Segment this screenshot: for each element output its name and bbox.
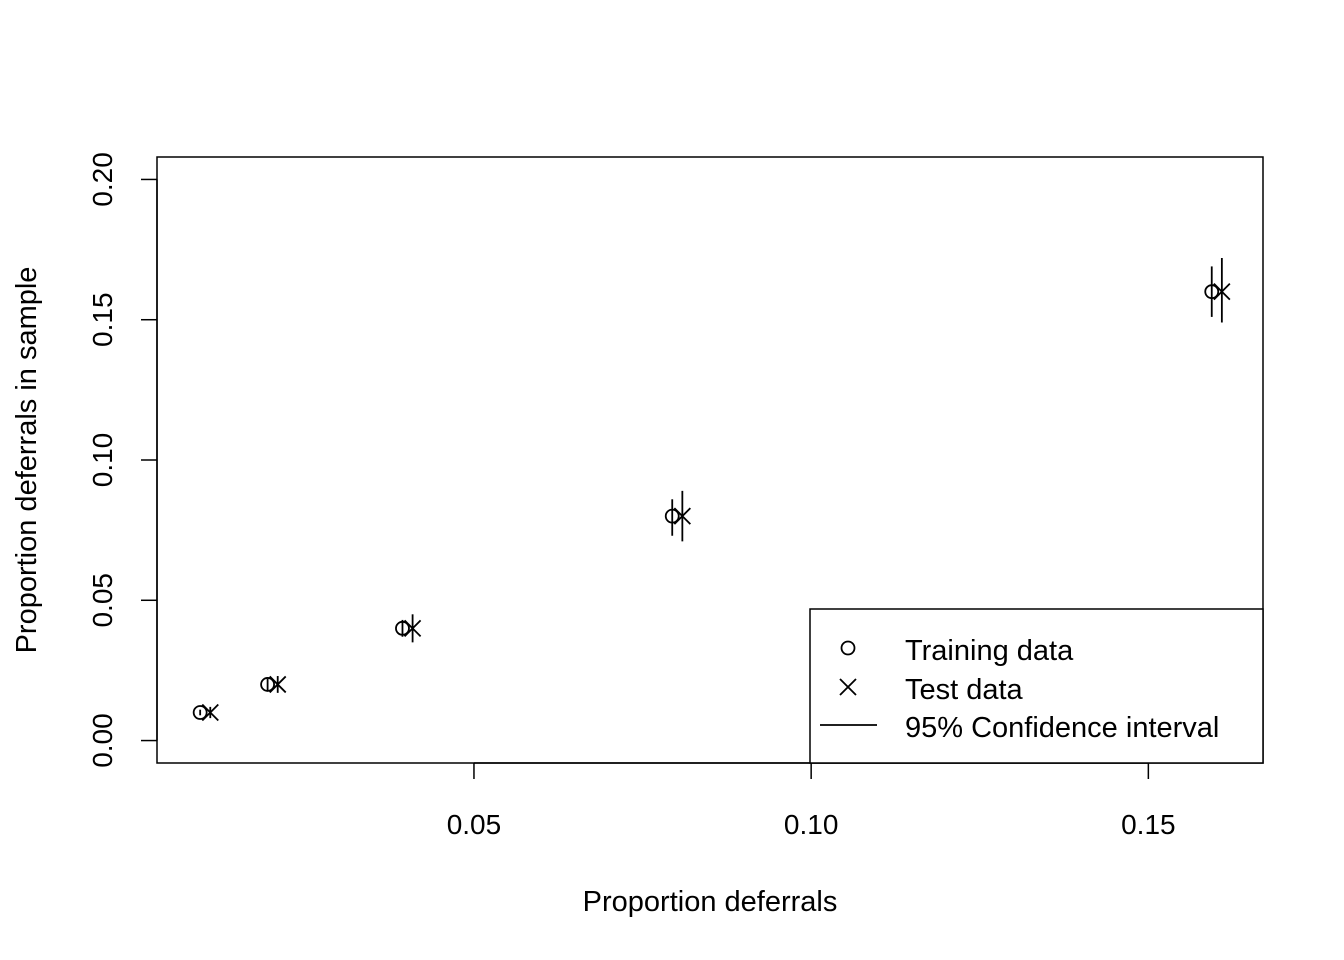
test-point [673,507,691,525]
y-tick-label: 0.05 [87,573,118,628]
training-point [664,508,680,524]
legend-box [809,608,1264,764]
y-tick-label: 0.00 [87,713,118,768]
legend-label: 95% Confidence interval [905,712,1219,744]
y-axis-label: Proportion deferrals in sample [11,267,43,654]
data-marks [192,258,1231,722]
legend-circle-symbol [840,640,856,656]
legend-cross-symbol [839,678,857,696]
test-point [1213,283,1231,301]
x-axis-label: Proportion deferrals [583,886,838,918]
test-point [403,619,422,637]
x-tick-label: 0.10 [784,809,839,840]
y-axis: 0.00 0.05 0.10 0.15 0.20 [87,152,158,768]
legend: Training data Test data 95% Confidence int… [809,608,1264,764]
test-point [269,675,287,694]
y-tick-label: 0.20 [87,152,118,207]
legend-label: Training data [905,635,1074,667]
legend-label: Test data [905,674,1024,706]
y-tick-label: 0.15 [87,292,118,347]
training-point [260,677,276,692]
test-point [201,703,219,722]
x-tick-label: 0.15 [1121,809,1176,840]
training-point [395,620,410,636]
training-point [192,705,208,720]
y-tick-label: 0.10 [87,433,118,488]
training-point [1204,284,1220,300]
x-tick-label: 0.05 [447,809,502,840]
